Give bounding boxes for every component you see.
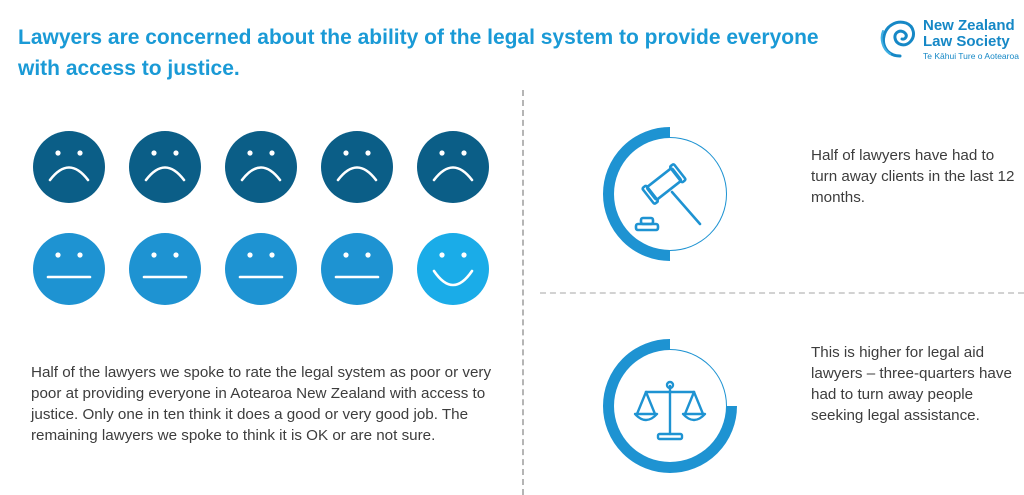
gavel-icon bbox=[634, 163, 702, 232]
scales-icon bbox=[633, 380, 707, 441]
horizontal-divider bbox=[540, 292, 1024, 294]
donut-remaining-segment bbox=[669, 339, 737, 407]
sad-face-icon bbox=[129, 131, 201, 203]
neutral-face-icon bbox=[225, 233, 297, 305]
donut-value-segment bbox=[603, 339, 737, 473]
donut-hole bbox=[614, 138, 726, 250]
stat-legal-aid-turned-away: This is higher for legal aid lawyers – t… bbox=[811, 344, 1012, 424]
sad-face-icon bbox=[33, 131, 105, 203]
vertical-divider bbox=[522, 90, 524, 495]
logo-line-1: New Zealand bbox=[923, 17, 1015, 34]
sad-face-icon bbox=[321, 131, 393, 203]
logo-line-3: Te Kāhui Ture o Aotearoa bbox=[923, 51, 1019, 61]
donut-remaining-segment bbox=[669, 127, 737, 261]
koru-logo-icon bbox=[880, 20, 915, 58]
neutral-face-icon bbox=[129, 233, 201, 305]
logo-line-2: Law Society bbox=[923, 33, 1010, 50]
law-society-logo: New Zealand Law Society Te Kāhui Ture o … bbox=[880, 14, 1020, 64]
sad-face-icon bbox=[225, 131, 297, 203]
donut-value-segment bbox=[603, 127, 671, 261]
neutral-face-icon bbox=[33, 233, 105, 305]
faces-caption: Half of the lawyers we spoke to rate the… bbox=[31, 364, 492, 444]
donut-clients-turned-away bbox=[603, 127, 737, 261]
sad-face-icon bbox=[417, 131, 489, 203]
face-pictogram bbox=[33, 131, 489, 305]
page-title: Lawyers are concerned about the ability … bbox=[18, 26, 819, 80]
stat-clients-turned-away: Half of lawyers have had to turn away cl… bbox=[811, 147, 1015, 206]
happy-face-icon bbox=[417, 233, 489, 305]
donut-legal-aid-turned-away bbox=[603, 339, 737, 473]
neutral-face-icon bbox=[321, 233, 393, 305]
logo-text: New Zealand Law Society Te Kāhui Ture o … bbox=[923, 18, 1019, 62]
